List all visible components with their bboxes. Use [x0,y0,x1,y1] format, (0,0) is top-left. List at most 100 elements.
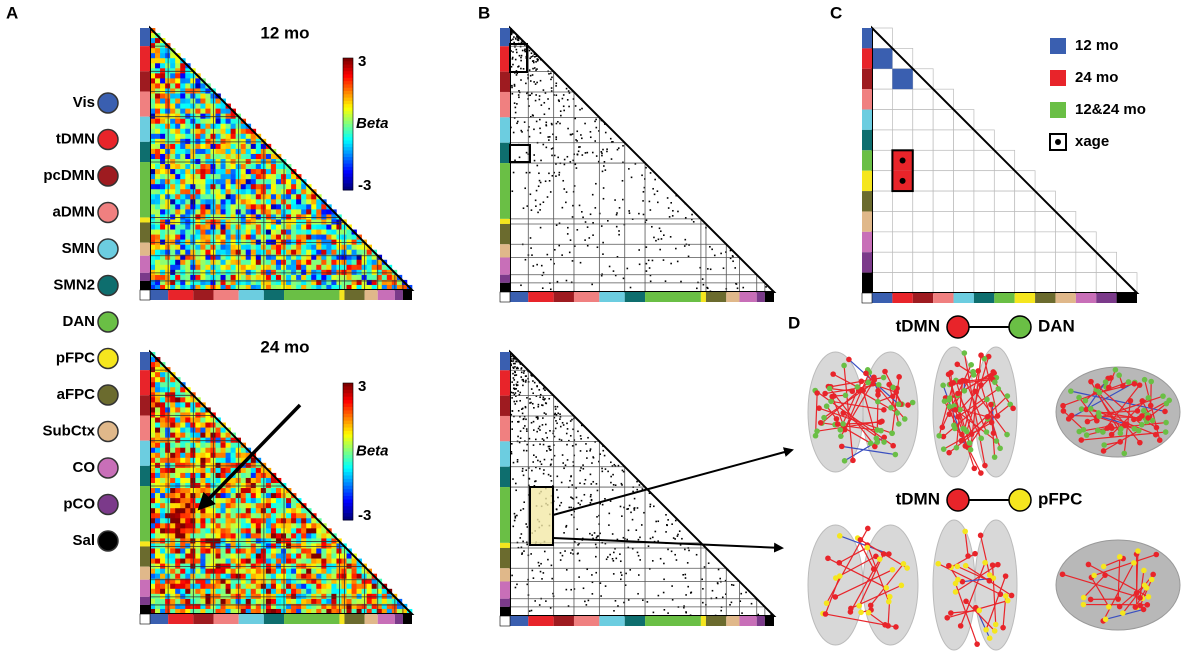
heat-cell [271,209,276,214]
edge-dot [522,470,524,472]
heat-cell [180,549,185,554]
edge-dot [677,534,679,536]
edge-dot [595,572,597,574]
heat-cell [226,204,231,209]
heat-cell [367,589,372,594]
heat-cell [291,235,296,240]
heat-cell [205,533,210,538]
edge-dot [566,88,568,90]
heat-cell [200,144,205,149]
edge-dot [597,246,599,248]
edge-dot [544,412,546,414]
node [878,428,884,434]
edge-dot [615,558,617,560]
heat-cell [180,508,185,513]
heat-cell [286,559,291,564]
heat-cell [306,559,311,564]
heat-cell [170,478,175,483]
edge-dot [751,603,753,605]
heat-cell [216,528,221,533]
edge-dot [561,439,563,441]
heat-cell [180,407,185,412]
edge-dot [514,516,516,518]
heat-cell [316,275,321,280]
heat-cell [347,245,352,250]
edge-dot [523,450,525,452]
edge-dot [547,196,549,198]
heat-cell [231,129,236,134]
heat-cell [221,194,226,199]
edge-dot [560,502,562,504]
heat-cell [286,503,291,508]
heat-cell [180,473,185,478]
heat-cell [246,209,251,214]
edge-dot [605,132,607,134]
node [824,403,830,409]
colorbar-step [343,137,353,141]
heat-cell [256,574,261,579]
edge-dot [660,558,662,560]
heat-cell [276,169,281,174]
node [1079,437,1085,443]
edge-dot [514,363,516,365]
node [821,415,827,421]
edge-dot [609,554,611,556]
edge-dot [530,402,532,404]
heat-cell [200,453,205,458]
edge-dot [570,420,572,422]
strip-col [872,293,892,303]
edge-dot [550,79,552,81]
edge-dot [702,602,704,604]
heat-cell [271,189,276,194]
edge-dot [684,549,686,551]
edge-dot [545,92,547,94]
strip-row [500,46,510,71]
heat-cell [301,250,306,255]
heat-cell [221,235,226,240]
heat-cell [276,174,281,179]
heat-cell [175,584,180,589]
edge-dot [632,519,634,521]
colorbar-step [343,465,353,469]
heat-cell [170,134,175,139]
heat-cell [160,402,165,407]
colorbar-step [343,157,353,161]
heat-cell [195,154,200,159]
heat-cell [205,245,210,250]
heat-cell [266,235,271,240]
edge-dot [562,422,564,424]
heat-cell [286,528,291,533]
xage-dot [900,158,906,164]
heat-cell [256,473,261,478]
heat-cell [291,508,296,513]
edge-dot [572,205,574,207]
heat-cell [180,433,185,438]
strip-row [862,110,872,130]
heat-cell [221,549,226,554]
heat-cell [195,94,200,99]
edge-dot [555,408,557,410]
heat-cell [271,225,276,230]
heat-cell [185,458,190,463]
heat-cell [195,149,200,154]
node [1146,594,1152,600]
edge-dot [616,212,618,214]
heat-cell [296,513,301,518]
heat-cell [170,250,175,255]
heat-cell [226,453,231,458]
edge-dot [620,506,622,508]
heat-cell [160,423,165,428]
heat-cell [180,584,185,589]
heat-cell [155,513,160,518]
heat-cell [276,503,281,508]
heat-cell [231,174,236,179]
summary-cell [974,191,994,211]
heat-cell [266,508,271,513]
edge-dot [586,450,588,452]
heat-cell [155,554,160,559]
colorbar-step [343,65,353,69]
edge-dot [580,467,582,469]
heat-cell [246,179,251,184]
heat-cell [296,533,301,538]
node [902,416,908,422]
